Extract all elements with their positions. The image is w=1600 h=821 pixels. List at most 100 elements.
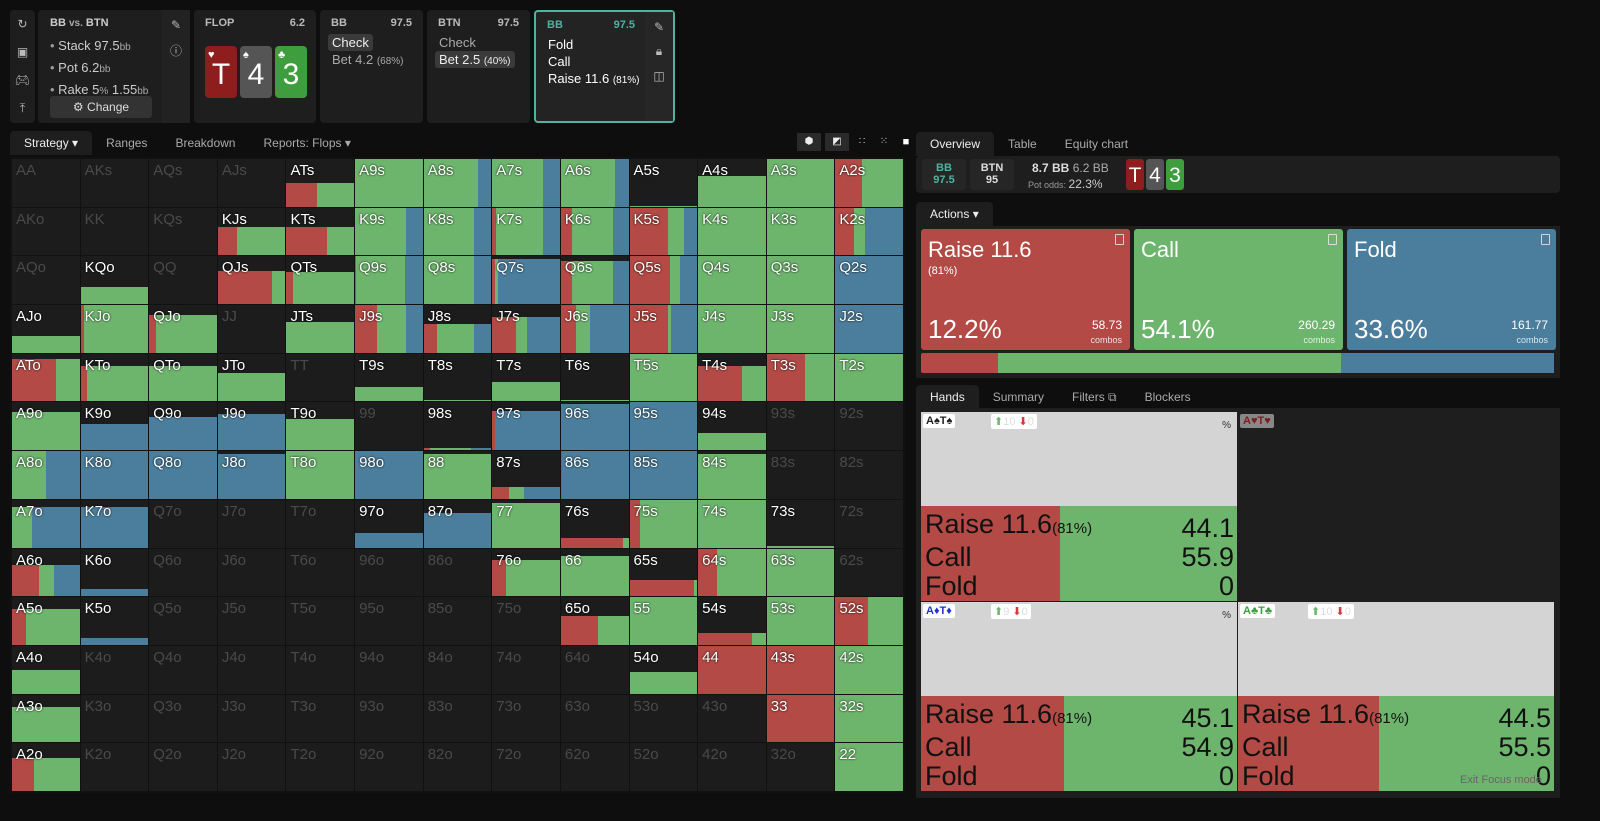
hand-cell[interactable]: KTo	[80, 353, 149, 402]
hand-cell[interactable]: J5s	[629, 305, 698, 353]
hand-cell[interactable]: T8o	[286, 451, 355, 499]
hand-cell[interactable]: K3o	[80, 694, 149, 743]
tab-table[interactable]: Table	[994, 132, 1051, 156]
hand-cell[interactable]: K6s	[560, 207, 629, 256]
exit-focus-mode-link[interactable]: Exit Focus mode	[1460, 774, 1542, 786]
hand-cell[interactable]: A6s	[560, 159, 629, 207]
hand-cell[interactable]: K9o	[80, 402, 149, 451]
hand-cell[interactable]: Q6o	[149, 548, 217, 597]
tab-filters[interactable]: Filters ⧉	[1058, 385, 1131, 409]
hand-cell[interactable]: 98s	[423, 402, 492, 451]
hand-cell[interactable]: JTs	[286, 305, 355, 353]
document-icon[interactable]	[1115, 234, 1124, 245]
action-node-bb[interactable]: BB 97.5 Check Bet 4.2 (68%)	[320, 10, 423, 123]
hand-cell[interactable]: T6s	[560, 353, 629, 402]
hand-cell[interactable]: KQo	[80, 256, 149, 305]
hand-cell[interactable]: J3s	[766, 305, 835, 353]
hand-cell[interactable]: 53o	[629, 694, 698, 743]
hand-cell[interactable]: 77	[492, 499, 560, 548]
hand-cell[interactable]: T9s	[355, 353, 423, 402]
tab-summary[interactable]: Summary	[979, 385, 1058, 409]
square-icon[interactable]: ■	[902, 136, 910, 148]
hand-cell[interactable]: 76o	[492, 548, 560, 597]
hand-cell[interactable]: KQs	[149, 207, 217, 256]
collapse-icon[interactable]: ⤒	[19, 101, 26, 115]
actions-dropdown[interactable]: Actions ▾	[916, 202, 993, 226]
hand-cell[interactable]: 82s	[835, 451, 903, 499]
tab-reports-flops[interactable]: Reports: Flops ▾	[263, 136, 351, 150]
hand-cell[interactable]: 73o	[492, 694, 560, 743]
hand-cell[interactable]: J9s	[355, 305, 423, 353]
hand-cell[interactable]: 83s	[766, 451, 835, 499]
hand-cell[interactable]: KTs	[286, 207, 355, 256]
hand-cell[interactable]: 54o	[629, 645, 698, 694]
action-option[interactable]: Fold	[544, 36, 577, 53]
hand-cell[interactable]: K8o	[80, 451, 149, 499]
hand-cell[interactable]: A7s	[492, 159, 560, 207]
contrast-icon[interactable]: ◩	[825, 133, 849, 151]
hand-cell[interactable]: 44	[698, 645, 766, 694]
hand-cell[interactable]: Q8s	[423, 256, 492, 305]
hand-cell[interactable]: 75o	[492, 597, 560, 645]
tab-strategy[interactable]: Strategy ▾	[10, 131, 93, 155]
action-card-call[interactable]: Call 54.1% 260.29 combos	[1134, 229, 1343, 350]
hand-cell[interactable]: J6o	[217, 548, 286, 597]
hand-cell[interactable]: A9o	[12, 402, 80, 451]
hand-cell[interactable]: A3o	[12, 694, 80, 743]
hand-cell[interactable]: 85s	[629, 451, 698, 499]
refresh-icon[interactable]: ↻	[17, 17, 28, 31]
hand-cell[interactable]: AKo	[12, 207, 80, 256]
hand-cell[interactable]: QJs	[217, 256, 286, 305]
hand-cell[interactable]: 43s	[766, 645, 835, 694]
hand-cell[interactable]: J7s	[492, 305, 560, 353]
hand-cell[interactable]: K6o	[80, 548, 149, 597]
hand-cell[interactable]: 86s	[560, 451, 629, 499]
hand-cell[interactable]: 97o	[355, 499, 423, 548]
hand-cell[interactable]: A2s	[835, 159, 903, 207]
hand-cell[interactable]: T2s	[835, 353, 903, 402]
hand-cell[interactable]: T4s	[698, 353, 766, 402]
hand-cell[interactable]: A4o	[12, 645, 80, 694]
hand-cell[interactable]: T7s	[492, 353, 560, 402]
hand-cell[interactable]: T5o	[286, 597, 355, 645]
hand-cell[interactable]: J8s	[423, 305, 492, 353]
hand-cell[interactable]: ATs	[286, 159, 355, 207]
hand-cell[interactable]: 33	[766, 694, 835, 743]
hand-cell[interactable]: AQs	[149, 159, 217, 207]
hand-cell[interactable]: 53s	[766, 597, 835, 645]
hand-cell[interactable]: 65o	[560, 597, 629, 645]
hand-cell[interactable]: Q2o	[149, 743, 217, 791]
hand-cell[interactable]: J8o	[217, 451, 286, 499]
hand-cell[interactable]: 55	[629, 597, 698, 645]
gamepad-icon[interactable]: 🎮︎	[14, 73, 31, 87]
hand-cell[interactable]: K4o	[80, 645, 149, 694]
action-option[interactable]: Raise 11.6 (81%)	[544, 70, 644, 87]
hand-cell[interactable]: J7o	[217, 499, 286, 548]
hand-cell[interactable]: AJo	[12, 305, 80, 353]
hand-cell[interactable]: AKs	[80, 159, 149, 207]
hand-cell[interactable]: ATo	[12, 353, 80, 402]
hand-cell[interactable]: J2o	[217, 743, 286, 791]
hand-cell[interactable]: 88	[423, 451, 492, 499]
action-option[interactable]: Call	[544, 53, 574, 70]
hand-cell[interactable]: A5s	[629, 159, 698, 207]
hand-cell[interactable]: K2s	[835, 207, 903, 256]
combo-cell[interactable]: A♣T♣ ⬆10 ⬇0 Raise 11.6(81%) Call Fold 44.5 55.…	[1238, 602, 1554, 791]
hand-cell[interactable]: Q7o	[149, 499, 217, 548]
save-icon[interactable]: ▣	[16, 45, 29, 59]
hand-cell[interactable]: T3s	[766, 353, 835, 402]
hand-cell[interactable]: QQ	[149, 256, 217, 305]
hand-cell[interactable]: QTo	[149, 353, 217, 402]
hand-cell[interactable]: 93o	[355, 694, 423, 743]
percent-toggle[interactable]: %	[1222, 420, 1231, 431]
info-icon[interactable]: ⓘ	[169, 44, 182, 58]
hand-cell[interactable]: 97s	[492, 402, 560, 451]
hand-cell[interactable]: JJ	[217, 305, 286, 353]
hand-cell[interactable]: K7s	[492, 207, 560, 256]
hand-cell[interactable]: A5o	[12, 597, 80, 645]
edit-icon[interactable]: ✎	[653, 20, 665, 34]
hand-cell[interactable]: J4o	[217, 645, 286, 694]
hand-cell[interactable]: 43o	[698, 694, 766, 743]
hand-cell[interactable]: 63s	[766, 548, 835, 597]
hand-cell[interactable]: Q9o	[149, 402, 217, 451]
